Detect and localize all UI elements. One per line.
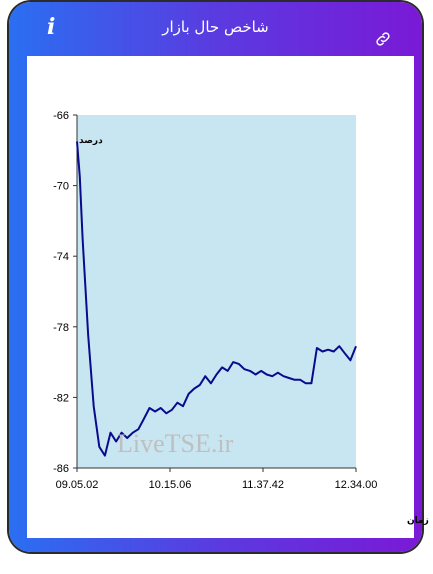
watermark: LiveTSE.ir [117,429,234,458]
y-tick-label: -66 [53,110,69,122]
y-tick-label: -86 [53,463,69,475]
tick-labels: -66 -70 -74 -78 -82 -86 09.05.02 10.15.06 11.37.… [53,110,377,491]
x-tick-label: 11.37.42 [242,479,284,491]
y-tick-label: -74 [53,251,69,263]
x-axis-label: زمان [407,516,429,526]
chart-panel: -66 -70 -74 -78 -82 -86 09.05.02 10.15.06 11.37.… [27,56,429,538]
y-axis-label: درصد [79,136,103,146]
info-icon[interactable]: i [47,14,56,40]
plot-area [77,115,356,468]
y-tick-label: -70 [53,181,69,193]
x-tick-label: 09.05.02 [56,479,99,491]
plot-background [77,115,356,468]
x-tick-label: 12.34.00 [335,479,378,491]
series-line-layer [76,141,357,457]
market-index-line [76,141,357,457]
axes [73,114,357,472]
market-status-card: i شاخص حال بازار -66 -70 -74 -78 -82 -86 09.05… [9,2,429,552]
card-header: i شاخص حال بازار [9,2,422,54]
y-tick-label: -82 [53,392,69,404]
y-tick-label: -78 [53,322,69,334]
x-tick-label: 10.15.06 [149,479,192,491]
page-title: شاخص حال بازار [162,18,269,36]
link-icon[interactable] [374,30,392,48]
index-chart: -66 -70 -74 -78 -82 -86 09.05.02 10.15.06 11.37.… [53,110,377,491]
